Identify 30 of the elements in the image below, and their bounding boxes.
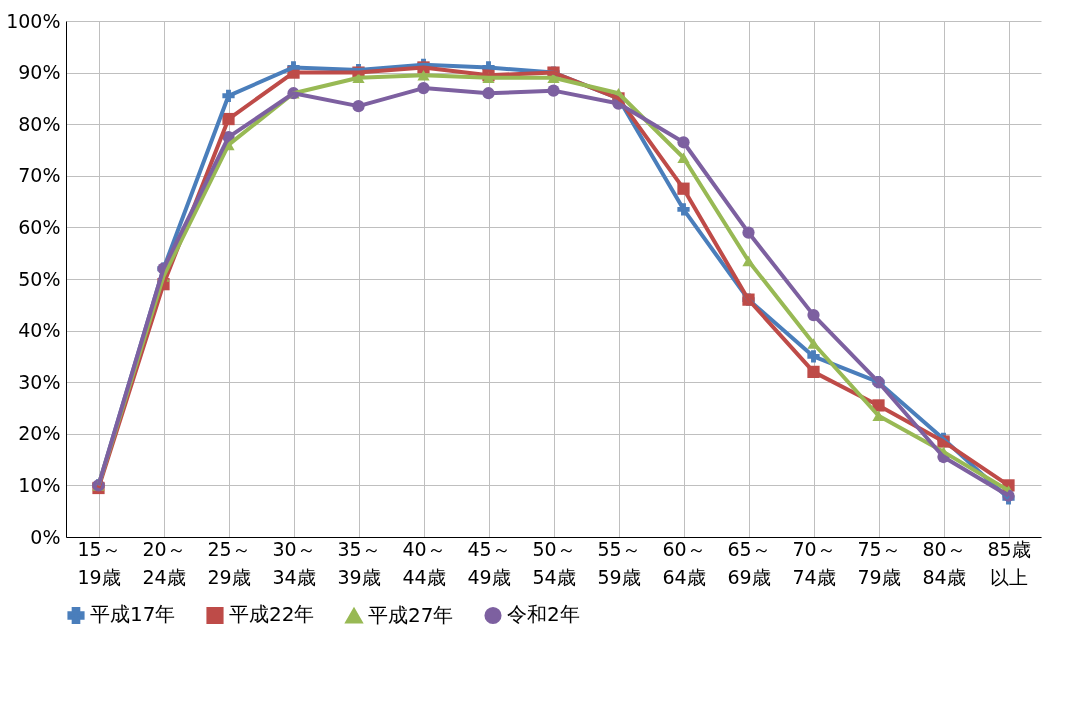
- y-tick-label: 10%: [18, 473, 61, 496]
- x-tick-label: 40～44歳: [402, 537, 446, 588]
- legend-label: 平成27年: [368, 602, 454, 627]
- x-tick-label: 55～59歳: [597, 537, 641, 588]
- x-tick-label: 75～79歳: [857, 537, 901, 588]
- y-tick-label: 50%: [18, 267, 61, 290]
- y-tick-label: 60%: [18, 215, 61, 238]
- y-tick-label: 20%: [18, 422, 61, 445]
- y-tick-label: 100%: [6, 9, 61, 32]
- x-tick-label: 30～34歳: [272, 537, 316, 588]
- x-tick-label: 80～84歳: [922, 537, 966, 588]
- x-tick-label: 70～74歳: [792, 537, 836, 588]
- x-tick-label: 25～29歳: [207, 537, 251, 588]
- legend-label: 令和2年: [507, 602, 580, 627]
- x-tick-label: 45～49歳: [467, 537, 511, 588]
- y-tick-label: 30%: [18, 370, 61, 393]
- x-tick-label: 15～19歳: [77, 537, 121, 588]
- x-tick-label: 50～54歳: [532, 537, 576, 588]
- x-tick-label: 35～39歳: [337, 537, 381, 588]
- y-tick-label: 90%: [18, 61, 61, 84]
- y-tick-label: 0%: [30, 525, 61, 548]
- x-tick-label: 60～64歳: [662, 537, 706, 588]
- y-tick-label: 40%: [18, 319, 61, 342]
- x-tick-label: 65～69歳: [727, 537, 771, 588]
- y-tick-label: 70%: [18, 164, 61, 187]
- x-tick-label: 85歳以上: [987, 537, 1031, 588]
- legend-label: 平成22年: [229, 602, 315, 627]
- x-tick-label: 20～24歳: [142, 537, 186, 588]
- y-tick-label: 80%: [18, 112, 61, 135]
- legend-label: 平成17年: [90, 602, 176, 627]
